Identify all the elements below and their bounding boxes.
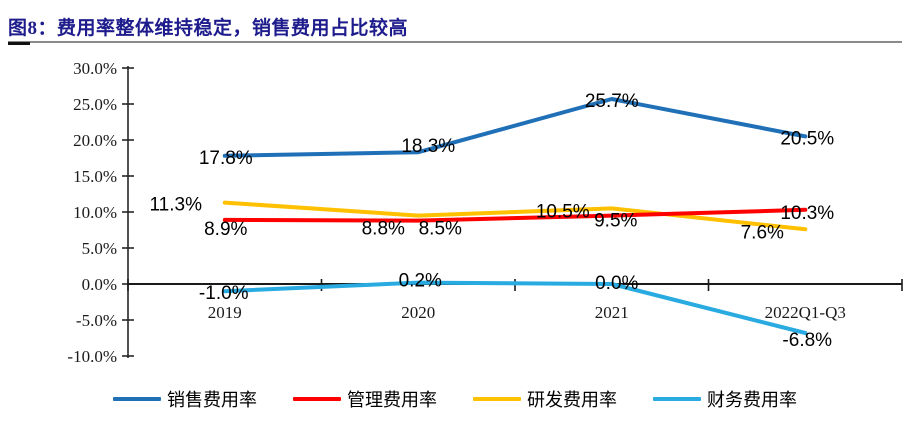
y-axis-label: -5.0% <box>76 311 117 330</box>
title-underline-tip <box>8 42 30 45</box>
data-label: 8.8% <box>362 219 405 240</box>
data-label: 8.5% <box>419 219 462 240</box>
data-label: 10.5% <box>536 201 590 222</box>
legend-line-marker <box>113 397 161 401</box>
data-label: 10.3% <box>780 203 834 224</box>
finance-expense-line <box>222 280 808 335</box>
data-label: 8.9% <box>204 219 247 240</box>
data-label: 0.0% <box>595 273 638 294</box>
x-axis-label: 2019 <box>208 303 242 322</box>
data-label: -6.8% <box>782 330 832 351</box>
legend-line-marker <box>473 397 521 401</box>
y-axis-label: 15.0% <box>73 167 117 186</box>
y-axis-label: 10.0% <box>73 203 117 222</box>
data-label: -1.0% <box>199 283 249 304</box>
data-label: 9.5% <box>594 211 637 232</box>
admin-expense-line <box>222 207 808 223</box>
legend-label: 财务费用率 <box>707 390 797 410</box>
legend-line-marker <box>293 397 341 401</box>
data-label: 18.3% <box>401 136 455 157</box>
legend-item: 研发费用率 <box>473 386 617 412</box>
legend-line-marker <box>653 397 701 401</box>
title-underline <box>8 41 902 43</box>
figure-title: 图8：费用率整体维持稳定，销售费用占比较高 <box>8 18 409 39</box>
legend-label: 销售费用率 <box>167 390 257 410</box>
legend-item: 销售费用率 <box>113 386 257 412</box>
data-label: 20.5% <box>780 128 834 149</box>
legend-item: 管理费用率 <box>293 386 437 412</box>
data-label: 25.7% <box>585 91 639 112</box>
y-axis-label: 30.0% <box>73 59 117 78</box>
x-axis-label: 2020 <box>401 303 435 322</box>
chart-legend: 销售费用率 管理费用率 研发费用率 财务费用率 <box>0 386 910 412</box>
data-label: 7.6% <box>741 222 784 243</box>
legend-label: 研发费用率 <box>527 390 617 410</box>
data-label: 17.8% <box>199 148 253 169</box>
y-axis-label: 5.0% <box>82 239 117 258</box>
rd-expense-line <box>222 200 808 232</box>
data-label: 11.3% <box>150 195 203 216</box>
y-axis-label: 20.0% <box>73 131 117 150</box>
y-axis-label: 25.0% <box>73 95 117 114</box>
x-axis-label: 2021 <box>595 303 629 322</box>
legend-label: 管理费用率 <box>347 390 437 410</box>
legend-item: 财务费用率 <box>653 386 797 412</box>
y-axis-label: -10.0% <box>67 347 117 366</box>
y-axis-label: 0.0% <box>82 275 117 294</box>
x-axis-label: 2022Q1-Q3 <box>765 303 846 322</box>
data-label: 0.2% <box>399 271 442 292</box>
sales-expense-line <box>222 97 808 158</box>
